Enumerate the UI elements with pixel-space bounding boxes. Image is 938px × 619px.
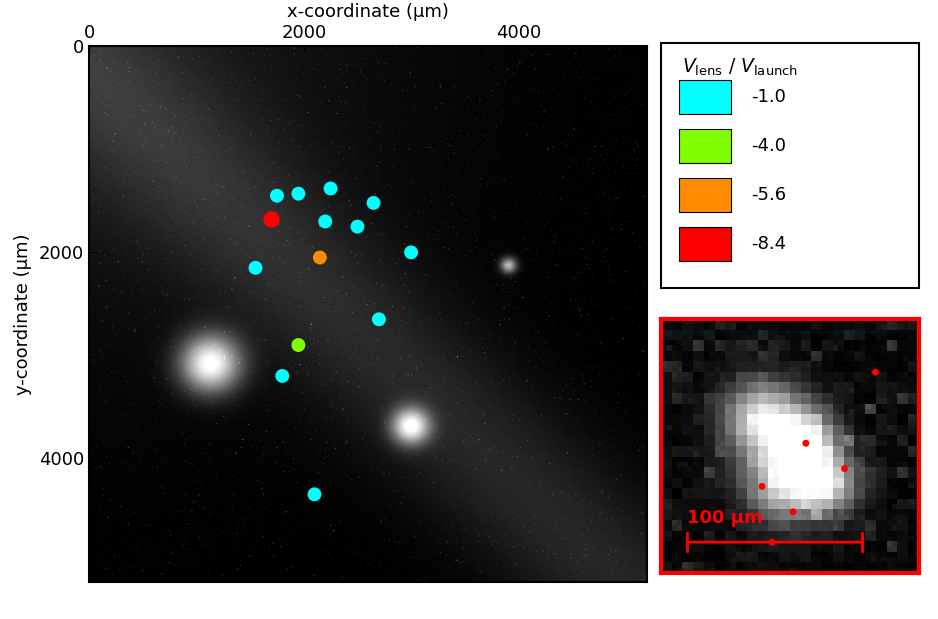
Point [269,191,284,201]
Point [366,198,381,208]
X-axis label: x-coordinate (μm): x-coordinate (μm) [287,2,449,20]
Point [307,490,322,500]
Point [837,464,852,474]
Point [323,184,338,194]
Point [291,340,306,350]
Y-axis label: y-coordinate (μm): y-coordinate (μm) [14,233,32,395]
Bar [679,227,731,261]
Point [248,263,263,273]
Bar [679,129,731,163]
Text: -4.0: -4.0 [751,137,787,155]
Text: $V_{\rm lens}$ / $V_{\rm launch}$: $V_{\rm lens}$ / $V_{\rm launch}$ [682,57,798,78]
Bar [679,80,731,115]
Point [785,507,800,517]
Point [312,253,327,262]
Point [764,537,779,547]
Point [868,367,883,377]
Text: -5.6: -5.6 [751,186,787,204]
Point [403,248,418,258]
Bar [679,178,731,212]
Point [265,214,280,224]
Text: -1.0: -1.0 [751,88,786,106]
Point [371,314,386,324]
Point [275,371,290,381]
Text: -8.4: -8.4 [751,235,787,253]
Point [291,189,306,199]
Point [798,438,813,448]
Point [350,222,365,232]
Text: 100 μm: 100 μm [687,509,763,527]
FancyBboxPatch shape [661,43,919,288]
Point [754,482,769,491]
Point [318,217,333,227]
